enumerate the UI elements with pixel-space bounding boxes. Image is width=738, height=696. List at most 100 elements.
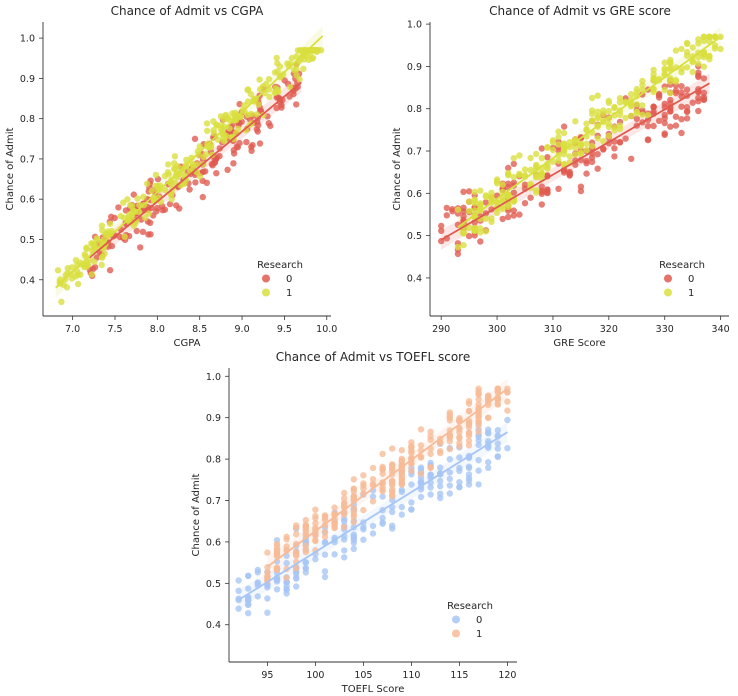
data-point-1 — [465, 224, 473, 231]
y-tick-label: 0.7 — [206, 496, 221, 507]
data-point-1 — [510, 155, 517, 162]
data-point-0 — [695, 94, 702, 102]
data-point-0 — [137, 244, 144, 251]
data-point-1 — [521, 166, 529, 173]
data-point-1 — [389, 485, 396, 493]
data-point-0 — [350, 535, 357, 542]
data-point-0 — [661, 119, 668, 127]
data-point-1 — [594, 113, 601, 120]
data-point-1 — [446, 445, 453, 453]
data-point-1 — [398, 476, 405, 483]
data-point-0 — [661, 130, 668, 137]
data-point-1 — [266, 93, 273, 101]
data-point-1 — [321, 533, 329, 540]
data-point-1 — [566, 153, 573, 160]
data-point-0 — [341, 547, 348, 554]
x-axis-label: CGPA — [174, 338, 201, 349]
data-point-1 — [465, 442, 473, 449]
data-point-0 — [321, 568, 329, 575]
data-point-0 — [379, 514, 386, 522]
data-point-0 — [437, 490, 444, 497]
data-point-1 — [171, 153, 179, 160]
data-point-1 — [706, 33, 713, 40]
data-point-1 — [408, 467, 415, 475]
data-point-0 — [379, 493, 386, 500]
data-point-1 — [678, 45, 685, 53]
data-point-1 — [72, 273, 80, 280]
y-tick-label: 0.8 — [407, 104, 422, 115]
fit-line-1 — [266, 387, 508, 568]
data-point-0 — [350, 545, 357, 552]
data-point-0 — [443, 204, 450, 212]
data-point-1 — [510, 198, 517, 205]
data-point-0 — [273, 576, 281, 583]
data-point-0 — [302, 569, 309, 576]
data-point-1 — [148, 187, 155, 195]
data-point-1 — [350, 519, 357, 526]
y-tick-label: 0.9 — [20, 74, 35, 85]
data-point-1 — [161, 172, 169, 180]
data-point-0 — [199, 168, 207, 175]
data-point-0 — [245, 610, 252, 617]
y-tick-label: 0.4 — [20, 275, 35, 286]
y-tick-label: 0.8 — [20, 114, 35, 125]
data-point-0 — [408, 506, 415, 513]
data-point-1 — [312, 536, 319, 544]
data-point-1 — [98, 261, 105, 269]
legend-label-0: 0 — [688, 274, 694, 285]
data-point-0 — [689, 99, 696, 106]
data-point-1 — [54, 267, 62, 274]
data-point-0 — [449, 206, 456, 213]
data-point-1 — [152, 171, 160, 179]
data-point-0 — [661, 111, 668, 119]
data-point-1 — [144, 180, 151, 187]
data-point-0 — [482, 199, 490, 206]
data-point-1 — [475, 388, 482, 395]
data-point-1 — [667, 78, 674, 85]
legend-label-1: 1 — [688, 288, 694, 299]
y-tick-label: 0.7 — [407, 147, 422, 158]
data-point-0 — [254, 566, 261, 574]
data-point-1 — [379, 450, 386, 458]
x-tick-label: 115 — [450, 670, 468, 681]
data-point-0 — [192, 179, 199, 186]
data-point-1 — [475, 428, 482, 436]
data-point-0 — [678, 116, 685, 123]
x-tick-label: 330 — [656, 324, 674, 335]
data-point-1 — [408, 444, 415, 452]
data-point-0 — [538, 201, 545, 208]
data-point-0 — [254, 580, 261, 587]
data-point-1 — [644, 112, 652, 119]
data-point-1 — [98, 222, 106, 229]
data-point-0 — [700, 94, 708, 101]
data-point-1 — [88, 271, 96, 278]
data-point-0 — [224, 166, 231, 173]
data-point-1 — [134, 195, 141, 202]
x-tick-label: 7.0 — [65, 324, 80, 335]
data-point-1 — [711, 33, 719, 40]
x-tick-label: 8.0 — [150, 324, 165, 335]
data-point-1 — [605, 99, 612, 107]
data-point-1 — [417, 470, 425, 477]
data-point-1 — [120, 214, 128, 222]
data-point-1 — [560, 160, 568, 168]
data-point-1 — [527, 154, 534, 162]
data-point-1 — [133, 217, 140, 224]
data-point-1 — [505, 203, 512, 211]
data-point-0 — [655, 92, 663, 99]
data-point-1 — [588, 143, 596, 150]
data-point-1 — [300, 65, 307, 73]
data-point-1 — [639, 102, 646, 109]
data-point-1 — [633, 85, 640, 93]
data-point-1 — [527, 166, 534, 174]
data-point-0 — [199, 193, 206, 201]
data-point-0 — [504, 416, 511, 424]
data-point-0 — [594, 151, 601, 158]
data-point-1 — [264, 549, 271, 556]
data-point-0 — [302, 559, 309, 566]
data-point-1 — [234, 125, 242, 133]
legend: Research 0 1 — [257, 260, 303, 299]
data-point-1 — [555, 157, 562, 164]
data-point-1 — [331, 519, 338, 526]
data-point-0 — [369, 530, 377, 537]
